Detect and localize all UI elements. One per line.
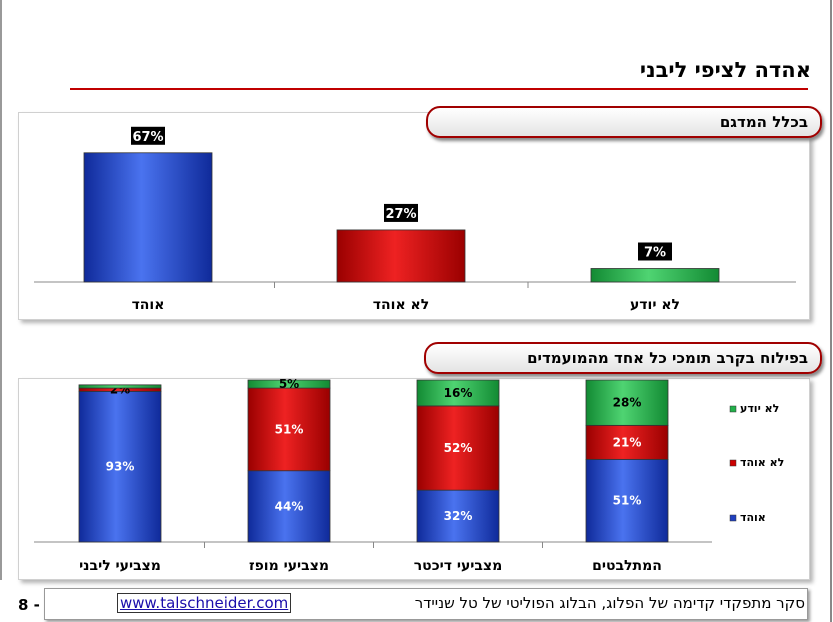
segment-label: 44% <box>275 499 304 513</box>
bar <box>83 152 213 283</box>
data-label-box <box>131 126 165 145</box>
right-edge <box>830 0 832 622</box>
overall-sample-chart: 67% אוהד 27% לא אוהד 7% לא יודע <box>34 126 796 313</box>
legend-swatch <box>729 459 737 467</box>
page-number: 8 - <box>18 596 40 614</box>
category-label: מצביעי דיכטר <box>414 558 502 574</box>
overall-chart-title: בכלל המדגם <box>426 106 822 138</box>
title-rule <box>70 88 808 90</box>
segment-label: 28% <box>613 396 642 410</box>
data-label: 67% <box>132 130 163 145</box>
stacked-bar-segment <box>416 379 500 407</box>
segment-label: 32% <box>444 509 473 523</box>
legend-swatch <box>729 405 737 413</box>
stacked-bar-segment <box>416 489 500 543</box>
category-label: לא אוהד <box>373 297 429 313</box>
page-title: אהדה לציפי ליבני <box>639 58 811 82</box>
legend-label: אוהד <box>740 511 766 524</box>
segment-label: 52% <box>444 441 473 455</box>
legend-label: לא אוהד <box>740 456 784 469</box>
segment-label: 51% <box>275 422 304 436</box>
data-label: 27% <box>385 207 416 222</box>
segment-label: 16% <box>444 386 473 400</box>
left-edge <box>0 0 2 580</box>
stacked-bar-segment <box>247 470 331 543</box>
stacked-bar-segment <box>585 458 669 543</box>
breakdown-chart-title: בפילוח בקרב תומכי כל אחד מהמועמדים <box>424 342 822 374</box>
stacked-bar-segment <box>247 379 331 389</box>
segment-label: 21% <box>613 435 642 449</box>
footer-text: סקר מתפקדי קדימה של הפלוג, הבלוג הפוליטי… <box>414 594 805 612</box>
segment-label: 51% <box>613 494 642 508</box>
category-label: המתלבטים <box>592 558 662 574</box>
stacked-bar-segment <box>78 390 162 543</box>
category-label: אוהד <box>132 297 165 313</box>
stacked-bar-segment <box>247 387 331 472</box>
segment-label: 93% <box>106 460 135 474</box>
legend-swatch <box>729 514 737 522</box>
stacked-bar-segment <box>585 424 669 460</box>
bar <box>336 229 466 283</box>
stacked-bar-segment <box>585 379 669 426</box>
data-label-box <box>638 242 672 261</box>
category-label: לא יודע <box>630 297 680 313</box>
segment-label: 5% <box>279 378 299 391</box>
category-label: מצביעי ליבני <box>79 558 161 574</box>
footer-link[interactable]: www.talschneider.com <box>117 593 292 613</box>
data-label: 7% <box>644 246 666 261</box>
stacked-bar-segment <box>78 384 162 389</box>
data-label-box <box>384 203 418 222</box>
category-label: מצביעי מופז <box>249 558 329 574</box>
legend-label: לא יודע <box>740 402 779 415</box>
bar <box>590 268 720 283</box>
